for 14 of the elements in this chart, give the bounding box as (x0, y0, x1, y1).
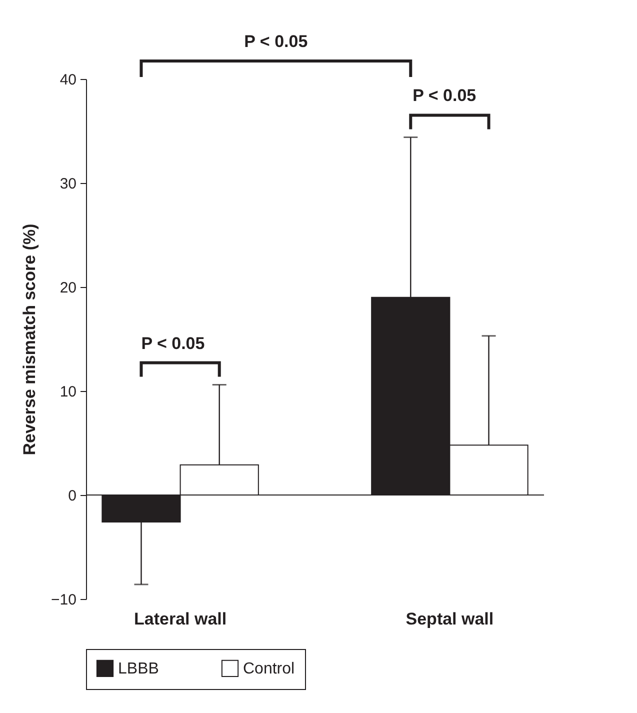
y-tick-label: 10 (60, 384, 76, 400)
y-tick-label: 40 (60, 72, 76, 88)
y-axis-title: Reverse mismatch score (%) (20, 224, 40, 456)
y-tick-label: −10 (51, 592, 76, 608)
y-tick-label: 20 (60, 280, 76, 296)
x-tick-label: Septal wall (406, 610, 494, 628)
text: P < 0.05 (244, 32, 308, 51)
annotation: P < 0.05 (141, 334, 205, 353)
legend-label: LBBB (118, 660, 159, 678)
y-tick-label: 0 (68, 488, 76, 504)
y-tick-label: 30 (60, 176, 76, 192)
annotation: P < 0.05 (412, 86, 476, 106)
x-tick-label: Lateral wall (134, 610, 227, 628)
legend-label: Control (243, 660, 295, 678)
